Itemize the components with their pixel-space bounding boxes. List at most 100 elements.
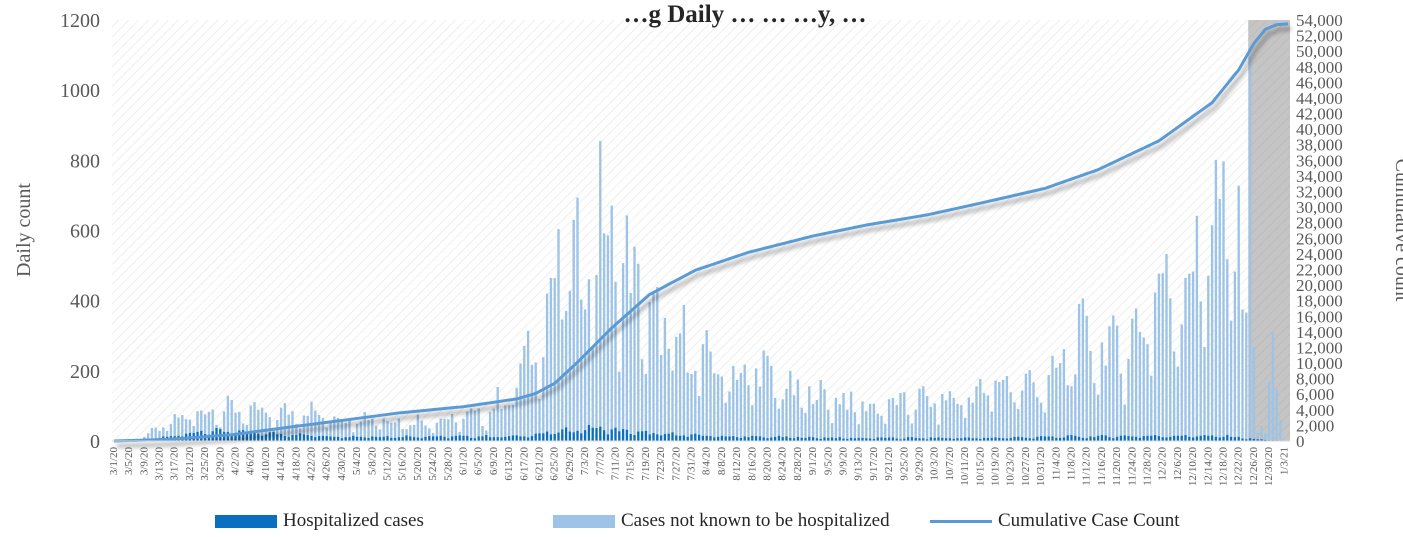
x-tick-label: 11/12/20 [1081,447,1093,486]
bar-hospitalized-6-30-20 [572,432,575,441]
bar-hospitalized-10-3-20 [933,437,936,441]
bar-not-hospitalized-5-16-20 [401,429,404,438]
bar-hospitalized-6-5-20 [477,436,480,441]
bar-hospitalized-6-12-20 [504,436,507,441]
bar-not-hospitalized-3-13-20 [158,430,161,438]
bar-hospitalized-4-17-20 [291,435,294,441]
bar-not-hospitalized-12-12-20 [1199,301,1202,436]
bar-hospitalized-10-30-20 [1036,436,1039,441]
bar-hospitalized-5-26-20 [439,435,442,441]
y-tick-label: 200 [70,361,100,383]
bar-not-hospitalized-6-14-20 [511,404,515,436]
x-tick-label: 12/30/20 [1263,447,1275,487]
bar-hospitalized-12-14-20 [1207,435,1210,441]
bar-hospitalized-9-9-20 [842,438,845,441]
bar-not-hospitalized-8-10-20 [728,391,731,437]
bar-hospitalized-9-15-20 [865,438,868,441]
bar-not-hospitalized-5-12-20 [386,421,389,437]
bar-not-hospitalized-1-3-21 [1283,439,1286,441]
bar-not-hospitalized-4-8-20 [257,409,260,434]
x-tick-label: 8/28/20 [792,447,804,481]
bar-hospitalized-11-3-20 [1051,436,1054,441]
y2-tick-label: 30,000 [1296,198,1343,217]
bar-hospitalized-12-11-20 [1195,436,1199,441]
bar-hospitalized-8-27-20 [792,438,796,441]
bar-not-hospitalized-9-9-20 [842,392,845,439]
bar-not-hospitalized-10-21-20 [1001,379,1005,439]
bar-not-hospitalized-7-19-20 [644,373,648,431]
bar-not-hospitalized-4-3-20 [238,411,241,431]
bar-not-hospitalized-3-9-20 [143,436,146,439]
bar-not-hospitalized-10-22-20 [1005,376,1009,439]
bar-not-hospitalized-8-23-20 [777,408,781,436]
x-tick-label: 4/10/20 [260,447,272,481]
bar-not-hospitalized-11-9-20 [1074,374,1077,436]
x-tick-label: 10/15/20 [974,447,986,487]
x-tick-label: 6/1/20 [458,447,470,476]
bar-hospitalized-6-7-20 [485,435,488,441]
bar-hospitalized-9-16-20 [868,438,872,441]
bar-not-hospitalized-6-15-20 [515,387,518,436]
bar-not-hospitalized-3-19-20 [181,415,184,437]
bar-not-hospitalized-11-23-20 [1127,358,1130,437]
x-tick-label: 9/13/20 [853,447,865,481]
bar-hospitalized-8-30-20 [804,437,807,441]
bar-not-hospitalized-6-5-20 [477,408,480,437]
bar-not-hospitalized-12-16-20 [1214,159,1218,437]
bar-not-hospitalized-12-4-20 [1169,298,1172,437]
bar-not-hospitalized-8-5-20 [709,351,712,437]
bar-not-hospitalized-7-17-20 [637,263,640,432]
y2-tick-label: 8,000 [1296,370,1334,389]
bar-not-hospitalized-11-1-20 [1043,412,1047,437]
bar-hospitalized-12-1-20 [1157,436,1161,441]
bar-hospitalized-12-20-20 [1229,436,1233,441]
x-tick-label: 11/24/20 [1126,447,1138,486]
bar-not-hospitalized-3-30-20 [222,411,226,432]
bar-hospitalized-10-27-20 [1024,437,1028,441]
bar-not-hospitalized-7-15-20 [629,292,632,434]
bar-not-hospitalized-12-26-20 [1252,346,1256,439]
cumulative-case-line [113,22,1289,443]
bar-not-hospitalized-12-19-20 [1226,259,1229,436]
bar-hospitalized-10-25-20 [1017,436,1020,441]
y2-tick-label: 50,000 [1296,42,1343,61]
bar-hospitalized-10-1-20 [925,439,929,441]
bar-not-hospitalized-11-13-20 [1089,350,1092,437]
bar-not-hospitalized-12-21-20 [1233,271,1237,438]
bar-not-hospitalized-5-3-20 [352,432,355,436]
legend-item-hospitalized: Hospitalized cases [215,506,424,536]
x-tick-label: 12/26/20 [1248,447,1260,487]
bar-not-hospitalized-10-27-20 [1024,373,1028,438]
bar-hospitalized-6-29-20 [568,431,572,441]
bar-hospitalized-11-24-20 [1131,436,1134,441]
bar-not-hospitalized-7-9-20 [606,235,610,435]
bar-hospitalized-11-16-20 [1100,435,1104,441]
bar-hospitalized-6-22-20 [542,433,545,441]
bar-hospitalized-6-25-20 [553,433,556,441]
bar-not-hospitalized-12-3-20 [1165,254,1168,438]
bar-not-hospitalized-5-26-20 [439,418,442,436]
bar-not-hospitalized-12-10-20 [1191,271,1195,438]
bar-not-hospitalized-11-30-20 [1153,292,1157,436]
x-tick-label: 10/11/20 [959,447,971,486]
bar-hospitalized-6-2-20 [466,435,469,441]
x-tick-label: 11/4/20 [1050,447,1062,481]
bar-hospitalized-5-15-20 [397,437,401,441]
bar-not-hospitalized-9-10-20 [846,409,849,439]
bar-hospitalized-7-5-20 [591,427,594,441]
y2-tick-label: 28,000 [1296,214,1343,233]
bar-hospitalized-5-21-20 [420,438,423,441]
y-tick-label: 1200 [60,10,100,32]
bar-not-hospitalized-3-21-20 [188,419,192,433]
bar-not-hospitalized-7-20-20 [648,302,651,435]
bar-not-hospitalized-5-22-20 [424,425,427,437]
bar-hospitalized-6-14-20 [511,435,515,441]
bar-not-hospitalized-5-15-20 [397,418,401,438]
bar-hospitalized-12-27-20 [1256,439,1259,441]
bar-not-hospitalized-11-7-20 [1066,385,1069,436]
bar-not-hospitalized-12-6-20 [1176,366,1180,436]
x-tick-label: 12/6/20 [1172,447,1184,481]
bar-not-hospitalized-6-26-20 [557,229,560,433]
y2-tick-label: 12,000 [1296,338,1343,357]
bar-hospitalized-4-29-20 [336,436,340,441]
